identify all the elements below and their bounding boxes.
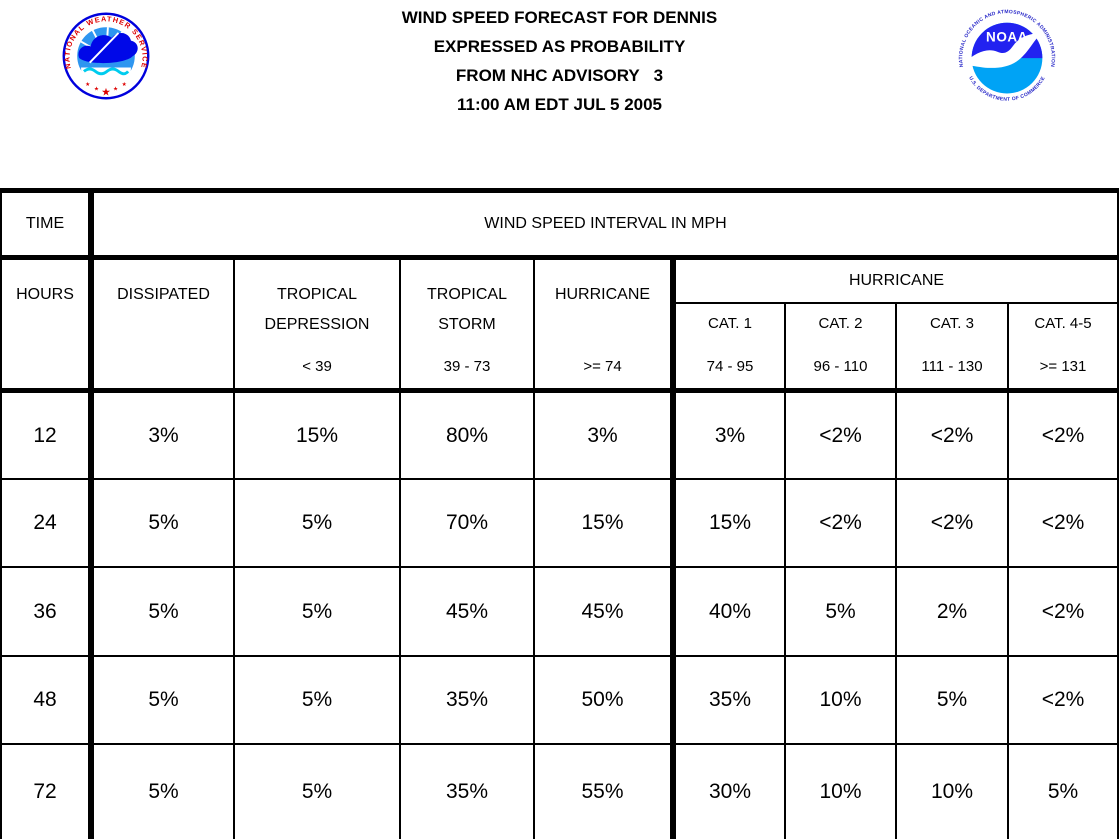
prob-cell: 10% xyxy=(786,745,897,839)
prob-cell: 5% xyxy=(94,568,235,657)
category-label: HURRICANE xyxy=(554,286,651,303)
category-header-cat45: CAT. 4-5 >= 131 xyxy=(1009,304,1117,393)
prob-cell: 50% xyxy=(535,657,676,745)
category-range: >= 131 xyxy=(1039,358,1087,375)
hurricane-group-header: HURRICANE xyxy=(676,260,1117,304)
svg-text:★: ★ xyxy=(101,86,110,98)
prob-cell: 5% xyxy=(1009,745,1117,839)
category-range: 96 - 110 xyxy=(813,358,868,375)
prob-cell: 5% xyxy=(235,480,401,568)
prob-cell: <2% xyxy=(1009,480,1117,568)
prob-cell: 5% xyxy=(235,568,401,657)
prob-cell: 15% xyxy=(676,480,786,568)
category-range: < 39 xyxy=(302,358,332,375)
prob-cell: <2% xyxy=(897,393,1009,480)
nws-cloud xyxy=(78,32,138,64)
prob-cell: 80% xyxy=(401,393,535,480)
category-header-cat1: CAT. 1 74 - 95 xyxy=(676,304,786,393)
category-range: 74 - 95 xyxy=(706,358,754,375)
prob-cell: 10% xyxy=(786,657,897,745)
prob-cell: 5% xyxy=(94,480,235,568)
prob-cell: 10% xyxy=(897,745,1009,839)
prob-cell: 15% xyxy=(235,393,401,480)
category-range: 39 - 73 xyxy=(443,358,491,375)
prob-cell: 35% xyxy=(401,745,535,839)
hours-header-cell: HOURS xyxy=(2,260,94,393)
category-range: >= 74 xyxy=(583,358,622,375)
prob-cell: <2% xyxy=(1009,393,1117,480)
prob-cell: 30% xyxy=(676,745,786,839)
svg-text:★: ★ xyxy=(85,81,90,88)
nws-front-line xyxy=(88,32,120,64)
prob-cell: <2% xyxy=(1009,657,1117,745)
prob-cell: 3% xyxy=(94,393,235,480)
prob-cell: <2% xyxy=(786,393,897,480)
hours-cell: 36 xyxy=(2,568,94,657)
noaa-acronym: NOAA xyxy=(986,29,1028,44)
title-line-2: EXPRESSED AS PROBABILITY xyxy=(433,37,686,56)
time-header-cell: TIME xyxy=(2,193,94,260)
title-line-3: FROM NHC ADVISORY 3 xyxy=(455,66,664,85)
prob-cell: 45% xyxy=(535,568,676,657)
prob-cell: <2% xyxy=(1009,568,1117,657)
category-label: CAT. 1 xyxy=(708,315,752,332)
prob-cell: <2% xyxy=(897,480,1009,568)
prob-cell: 5% xyxy=(786,568,897,657)
prob-cell: 5% xyxy=(235,657,401,745)
category-header-tropical-storm: TROPICAL STORM 39 - 73 xyxy=(401,260,535,393)
category-label: CAT. 4-5 xyxy=(1034,315,1092,332)
category-label: CAT. 2 xyxy=(818,315,863,332)
prob-cell: 35% xyxy=(676,657,786,745)
svg-text:★: ★ xyxy=(113,86,118,93)
prob-cell: 15% xyxy=(535,480,676,568)
noaa-gull-icon xyxy=(963,33,1042,68)
category-range: 111 - 130 xyxy=(921,358,983,375)
prob-cell: 35% xyxy=(401,657,535,745)
hours-cell: 48 xyxy=(2,657,94,745)
category-label-2: STORM xyxy=(438,316,496,333)
forecast-table: TIME WIND SPEED INTERVAL IN MPH HOURS DI… xyxy=(0,188,1119,839)
wind-speed-interval-header: WIND SPEED INTERVAL IN MPH xyxy=(94,193,1117,260)
category-label: TROPICAL xyxy=(426,286,507,303)
category-label: CAT. 3 xyxy=(930,315,974,332)
category-label: TROPICAL xyxy=(276,286,357,303)
nws-logo-icon: NATIONAL WEATHER SERVICE ★ ★ ★ ★ ★ xyxy=(58,5,154,112)
nws-wave xyxy=(82,67,130,76)
prob-cell: 3% xyxy=(676,393,786,480)
prob-cell: <2% xyxy=(786,480,897,568)
category-header-cat2: CAT. 2 96 - 110 xyxy=(786,304,897,393)
category-header-tropical-depression: TROPICAL DEPRESSION < 39 xyxy=(235,260,401,393)
category-label-2: DEPRESSION xyxy=(264,316,370,333)
title-line-1: WIND SPEED FORECAST FOR DENNIS xyxy=(401,8,718,27)
category-header-cat3: CAT. 3 111 - 130 xyxy=(897,304,1009,393)
prob-cell: 5% xyxy=(235,745,401,839)
prob-cell: 2% xyxy=(897,568,1009,657)
svg-text:★: ★ xyxy=(94,86,99,93)
category-header-hurricane: HURRICANE >= 74 xyxy=(535,260,676,393)
hours-cell: 72 xyxy=(2,745,94,839)
nws-sea-area xyxy=(81,67,131,93)
prob-cell: 5% xyxy=(94,745,235,839)
prob-cell: 40% xyxy=(676,568,786,657)
prob-cell: 70% xyxy=(401,480,535,568)
prob-cell: 5% xyxy=(94,657,235,745)
category-label: DISSIPATED xyxy=(117,286,210,303)
prob-cell: 3% xyxy=(535,393,676,480)
page-title: WIND SPEED FORECAST FOR DENNIS EXPRESSED… xyxy=(0,3,1119,119)
hours-header-label: HOURS xyxy=(16,286,74,303)
svg-text:★: ★ xyxy=(122,81,127,88)
hours-cell: 24 xyxy=(2,480,94,568)
prob-cell: 45% xyxy=(401,568,535,657)
noaa-logo-icon: NOAA NATIONAL OCEANIC AND ATMOSPHERIC AD… xyxy=(946,4,1068,113)
category-header-dissipated: DISSIPATED xyxy=(94,260,235,393)
title-line-4: 11:00 AM EDT JUL 5 2005 xyxy=(456,95,663,114)
nws-stars: ★ ★ ★ ★ ★ xyxy=(85,81,127,99)
prob-cell: 55% xyxy=(535,745,676,839)
prob-cell: 5% xyxy=(897,657,1009,745)
hours-cell: 12 xyxy=(2,393,94,480)
